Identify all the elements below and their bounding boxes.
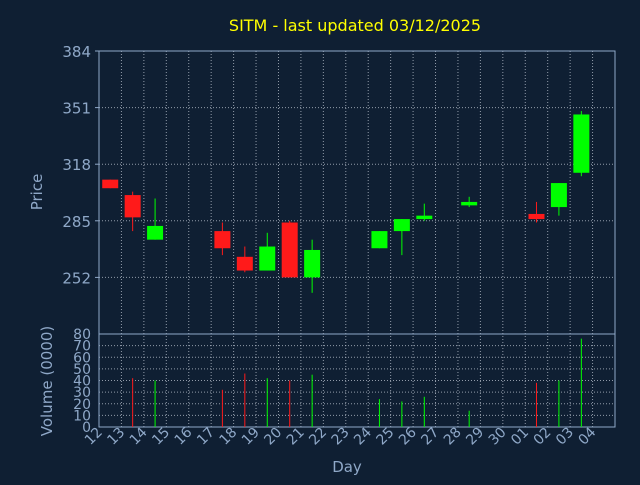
candle-body [528, 213, 545, 220]
candle-body [550, 183, 567, 208]
chart-title: SITM - last updated 03/12/2025 [229, 16, 481, 35]
volume-tick-label: 60 [73, 350, 91, 366]
candle-body [393, 219, 410, 232]
volume-tick-label: 80 [73, 327, 91, 343]
candle-body [461, 201, 478, 206]
volume-tick-label: 50 [73, 362, 91, 378]
price-tick-label: 285 [62, 213, 91, 231]
volume-axis-label: Volume (0000) [38, 326, 56, 436]
candle-body [236, 256, 253, 271]
volume-panel-frame [98, 333, 616, 428]
volume-tick-label: 10 [73, 408, 91, 424]
volume-tick-label: 40 [73, 374, 91, 390]
x-axis-label: Day [332, 458, 362, 476]
candle-body [214, 231, 231, 249]
price-axis-label: Price [28, 174, 46, 211]
price-tick-label: 351 [62, 100, 91, 118]
volume-bars [132, 338, 582, 427]
candle-body [102, 179, 119, 189]
volume-tick-label: 30 [73, 385, 91, 401]
candle-body [573, 114, 590, 173]
candle-body [259, 246, 276, 271]
price-tick-label: 252 [62, 269, 91, 287]
volume-tick-label: 0 [82, 420, 91, 436]
candle-body [147, 225, 164, 240]
grid-layer [99, 50, 615, 428]
price-tick-label: 318 [62, 156, 91, 174]
candle-body [304, 249, 321, 278]
candle-body [281, 222, 298, 278]
volume-tick-label: 20 [73, 397, 91, 413]
volume-tick-label: 70 [73, 339, 91, 355]
candle-body [124, 195, 141, 218]
price-tick-label: 384 [62, 43, 91, 61]
candles [102, 111, 590, 293]
candle-body [416, 215, 433, 220]
candle-body [371, 231, 388, 249]
